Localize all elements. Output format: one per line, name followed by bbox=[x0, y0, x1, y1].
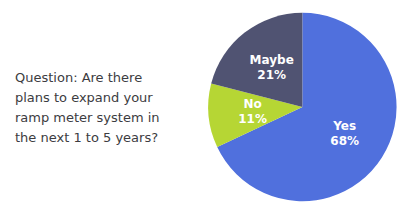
svg-text:ramp meter system in: ramp meter system in bbox=[15, 110, 160, 125]
svg-text:the next 1 to 5 years?: the next 1 to 5 years? bbox=[15, 130, 158, 145]
svg-text:No: No bbox=[243, 97, 261, 111]
svg-text:11%: 11% bbox=[238, 112, 267, 126]
svg-text:Question: Are there: Question: Are there bbox=[15, 70, 142, 85]
svg-text:Maybe: Maybe bbox=[250, 53, 294, 67]
svg-text:68%: 68% bbox=[330, 134, 359, 148]
svg-text:Yes: Yes bbox=[332, 119, 356, 133]
svg-text:21%: 21% bbox=[257, 68, 286, 82]
svg-text:plans to expand your: plans to expand your bbox=[15, 90, 153, 105]
